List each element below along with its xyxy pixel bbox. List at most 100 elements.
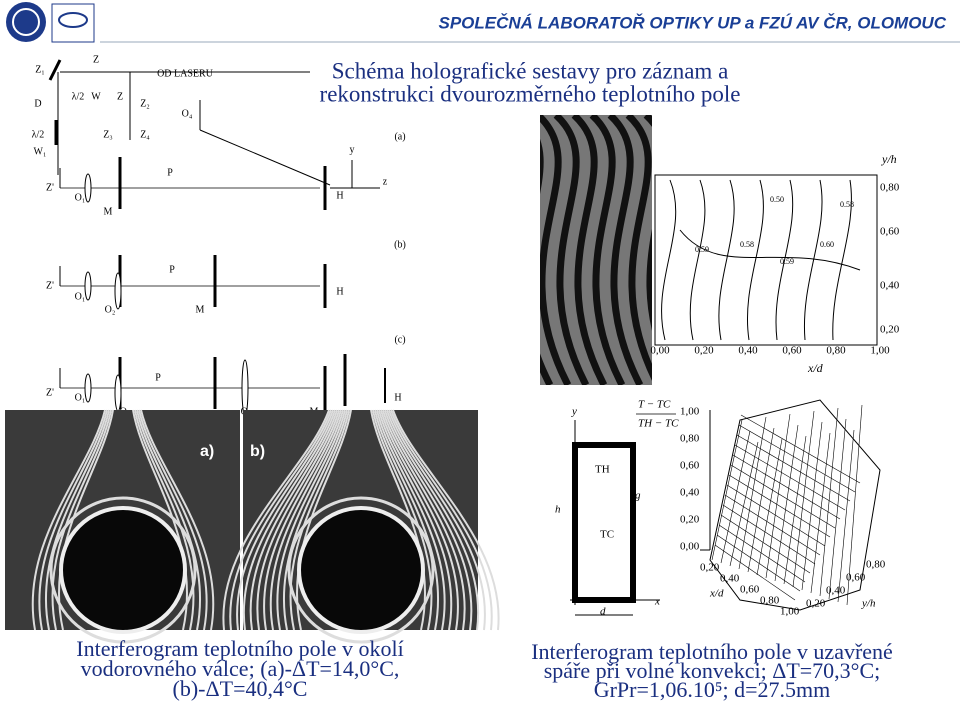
mesh	[783, 435, 807, 585]
fringe	[269, 409, 453, 631]
fringe	[229, 409, 493, 631]
x-tick-label: 0,00	[650, 345, 670, 357]
setup-label: O₄	[182, 108, 193, 119]
fringe	[571, 115, 608, 385]
cell-label: g	[635, 490, 641, 502]
setup-label: H	[394, 392, 401, 403]
y-tick-label: 0,60	[880, 226, 900, 238]
fringe	[236, 409, 486, 631]
mesh	[714, 544, 796, 601]
fringe	[256, 409, 466, 631]
setup-label: Z₃	[103, 129, 113, 140]
caption: Interferogram teplotního pole v uzavřené	[531, 639, 893, 664]
lens	[84, 271, 92, 301]
setup-label: H	[336, 286, 343, 297]
z-tick-label: 0,40	[680, 487, 700, 499]
setup-label: H	[336, 190, 343, 201]
setup-label: λ/2	[32, 129, 45, 140]
line	[199, 129, 331, 186]
fringe	[607, 115, 644, 385]
x-tick-label: 0,40	[738, 345, 758, 357]
fringe	[51, 409, 195, 631]
setup-label: O₁	[75, 192, 86, 203]
mesh	[740, 414, 861, 484]
mesh	[734, 444, 846, 511]
fringe	[282, 409, 440, 631]
contour-label: 0.58	[840, 200, 854, 209]
fringe	[553, 115, 590, 385]
x-tick-label: 1,00	[870, 345, 890, 357]
contour-line	[679, 229, 861, 271]
y-tick-label: 0,20	[880, 324, 900, 336]
cell-label: x	[654, 596, 660, 608]
setup-label: P	[167, 167, 173, 178]
z-tick-label: 0,00	[680, 541, 700, 553]
logo-box	[51, 3, 95, 43]
z-tick-label: 0,80	[680, 433, 700, 445]
x-tick-label: 0,80	[826, 345, 846, 357]
fringe	[31, 409, 215, 631]
setup-label: y	[350, 144, 355, 155]
fringe	[589, 115, 626, 385]
axis-label: T − TC	[638, 399, 671, 411]
title: Schéma holografické sestavy pro záznam a	[332, 58, 729, 83]
y-tick-label: 0,20	[806, 598, 826, 610]
mesh	[720, 514, 811, 574]
y-tick-label: 0,80	[866, 559, 886, 571]
lens	[114, 272, 122, 310]
surface	[709, 399, 881, 611]
lens	[84, 173, 92, 203]
mesh	[774, 424, 799, 582]
setup-label: Z'	[46, 387, 54, 398]
photo-label: a)	[200, 443, 214, 460]
setup-label: (c)	[394, 334, 405, 345]
mesh	[837, 429, 855, 603]
mesh	[711, 419, 743, 561]
banner: SPOLEČNÁ LABORATOŘ OPTIKY UP a FZÚ AV ČR…	[438, 13, 946, 32]
caption: GrPr=1,06.10⁵; d=27.5mm	[594, 677, 831, 702]
cell-label: d	[600, 606, 606, 618]
mesh	[732, 454, 841, 520]
setup-label: Z	[117, 91, 123, 102]
fringe	[38, 409, 208, 631]
cylinder-ring	[287, 496, 435, 644]
logo	[6, 2, 46, 42]
caption: spáře při volné konvekci; ΔT=70,3°C;	[544, 658, 881, 683]
mesh	[828, 418, 847, 600]
mesh	[724, 494, 821, 556]
setup-label: P	[155, 372, 161, 383]
contour-line	[661, 179, 677, 341]
axis-label: y/h	[881, 152, 897, 166]
mesh	[728, 474, 831, 538]
setup-label: O₂	[105, 304, 116, 315]
contour-line	[775, 179, 794, 341]
z-tick-label: 1,00	[680, 406, 700, 418]
cell-label: y	[571, 406, 577, 418]
mesh	[801, 421, 823, 591]
contour-line	[803, 179, 823, 341]
setup-label: Z'	[46, 182, 54, 193]
caption: Interferogram teplotního pole v okolí	[76, 636, 403, 661]
mesh	[729, 441, 759, 567]
y-tick-label: 0,80	[880, 182, 900, 194]
contour-line	[689, 179, 706, 341]
x-tick-label: 0,40	[720, 573, 740, 585]
contour-line	[747, 179, 764, 341]
setup-label: M	[196, 304, 205, 315]
cylinder	[297, 506, 425, 634]
x-tick-label: 0,20	[694, 345, 714, 357]
cell-label: h	[555, 504, 561, 516]
mesh	[810, 432, 831, 594]
axis-label: y/h	[861, 598, 876, 610]
contour-line	[832, 179, 852, 341]
fringe	[44, 409, 202, 631]
contour-label: 0.59	[780, 257, 794, 266]
fringe	[57, 409, 189, 631]
x-tick-label: 0,60	[740, 584, 760, 596]
contour-label: 0.50	[770, 195, 784, 204]
mesh	[819, 407, 839, 597]
setup-label: (b)	[394, 239, 406, 250]
mesh	[730, 464, 836, 529]
